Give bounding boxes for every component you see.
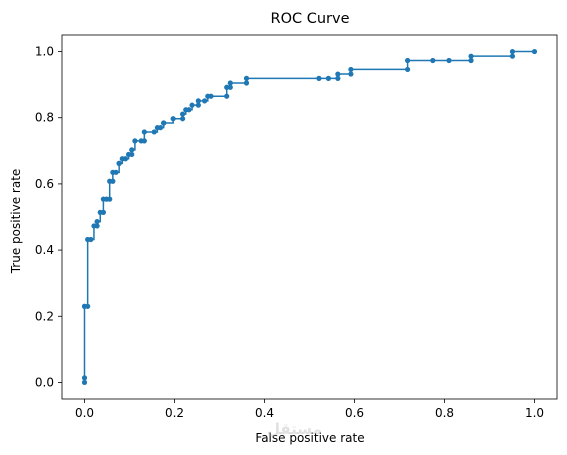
roc-point bbox=[335, 75, 341, 81]
roc-point bbox=[129, 147, 135, 153]
roc-point bbox=[170, 116, 176, 122]
x-tick-label: 0.4 bbox=[255, 406, 274, 420]
x-tick-label: 1.0 bbox=[525, 406, 544, 420]
roc-point bbox=[509, 48, 516, 55]
x-tick-label: 0.6 bbox=[345, 406, 364, 420]
y-axis-ticks: 0.0 0.2 0.4 0.6 0.8 1.0 bbox=[35, 45, 62, 389]
y-tick-label: 0.8 bbox=[35, 111, 54, 125]
roc-point bbox=[81, 379, 88, 386]
x-axis-ticks: 0.0 0.2 0.4 0.6 0.8 1.0 bbox=[75, 399, 544, 420]
roc-point bbox=[430, 57, 436, 64]
roc-point bbox=[405, 57, 411, 64]
roc-point bbox=[151, 129, 157, 135]
roc-point bbox=[224, 93, 230, 99]
roc-point bbox=[405, 66, 411, 73]
y-tick-label: 0.0 bbox=[35, 375, 54, 389]
roc-point bbox=[186, 107, 192, 113]
roc-point bbox=[446, 57, 452, 64]
roc-point bbox=[180, 111, 186, 117]
roc-point bbox=[157, 125, 164, 131]
roc-point bbox=[141, 129, 147, 135]
roc-point bbox=[468, 53, 474, 59]
roc-point bbox=[180, 116, 186, 122]
roc-point bbox=[243, 75, 250, 81]
roc-point bbox=[348, 66, 354, 73]
roc-point bbox=[195, 102, 201, 108]
x-axis-label: False positive rate bbox=[255, 431, 364, 445]
roc-point bbox=[202, 98, 208, 104]
y-tick-label: 0.4 bbox=[35, 243, 54, 257]
x-tick-label: 0.8 bbox=[435, 406, 454, 420]
roc-point bbox=[224, 84, 230, 90]
roc-point bbox=[348, 71, 354, 77]
roc-curve-line bbox=[83, 50, 535, 383]
roc-point bbox=[509, 53, 516, 59]
roc-point bbox=[107, 196, 113, 202]
roc-point bbox=[189, 102, 195, 108]
x-tick-label: 0.0 bbox=[75, 406, 94, 420]
roc-point bbox=[227, 84, 233, 90]
roc-point bbox=[531, 48, 538, 55]
roc-point bbox=[468, 57, 474, 64]
series-layer bbox=[81, 48, 538, 386]
roc-point bbox=[208, 93, 214, 99]
plot-frame bbox=[61, 34, 558, 400]
roc-point bbox=[161, 120, 167, 126]
y-tick-label: 1.0 bbox=[35, 45, 54, 59]
roc-point bbox=[113, 169, 119, 175]
roc-point bbox=[116, 160, 122, 166]
roc-point bbox=[195, 98, 201, 104]
roc-point bbox=[100, 209, 106, 215]
roc-point bbox=[335, 71, 341, 77]
roc-point bbox=[316, 75, 322, 81]
roc-point bbox=[141, 138, 147, 144]
roc-point bbox=[94, 219, 100, 225]
roc-point bbox=[129, 151, 135, 158]
roc-point bbox=[88, 236, 94, 243]
y-tick-label: 0.2 bbox=[35, 309, 54, 323]
roc-point bbox=[227, 80, 233, 86]
chart-title: ROC Curve bbox=[271, 11, 350, 27]
y-tick-label: 0.6 bbox=[35, 177, 54, 191]
roc-point bbox=[132, 138, 138, 144]
y-axis-label: True positive rate bbox=[9, 169, 23, 275]
roc-point bbox=[110, 178, 116, 184]
roc-point bbox=[325, 75, 331, 81]
roc-point bbox=[122, 156, 129, 162]
roc-point bbox=[85, 303, 91, 309]
roc-point bbox=[243, 80, 250, 86]
roc-point bbox=[81, 375, 88, 381]
roc-point bbox=[94, 223, 100, 229]
x-tick-label: 0.2 bbox=[165, 406, 184, 420]
